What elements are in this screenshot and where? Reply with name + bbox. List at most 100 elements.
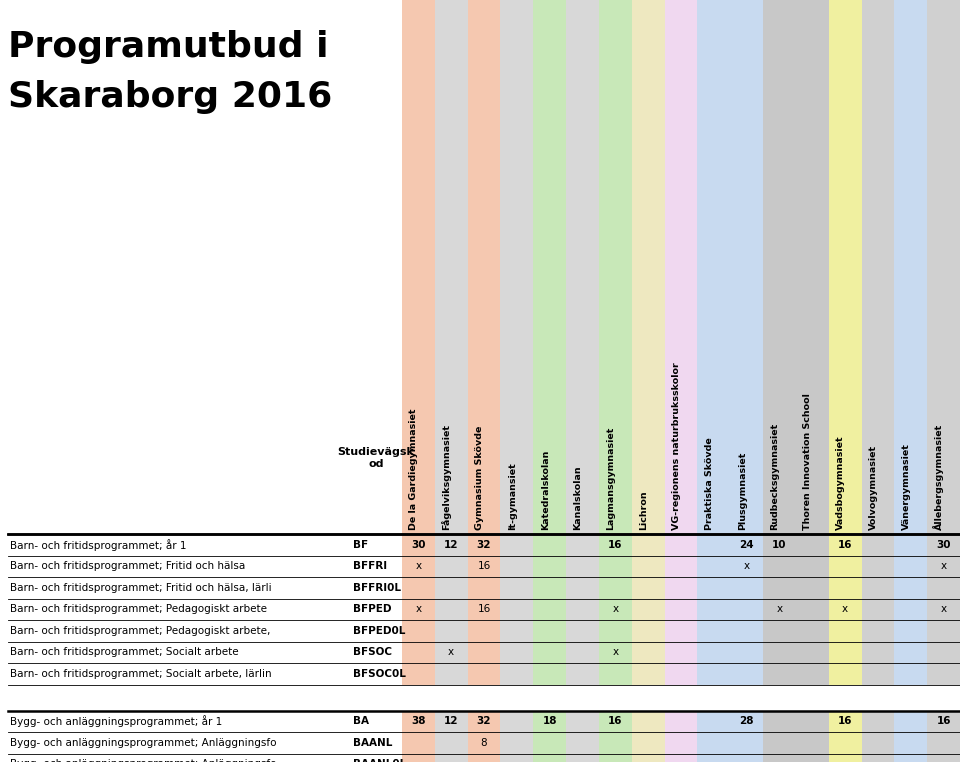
Bar xyxy=(599,555,632,577)
Bar xyxy=(500,534,534,555)
Bar xyxy=(500,0,534,534)
Text: Gymnasium Skövde: Gymnasium Skövde xyxy=(475,426,484,530)
Bar xyxy=(895,732,927,754)
Bar xyxy=(534,577,566,598)
Text: Barn- och fritidsprogrammet; Socialt arbete: Barn- och fritidsprogrammet; Socialt arb… xyxy=(10,647,239,658)
Bar xyxy=(697,598,731,620)
Bar xyxy=(632,663,664,684)
Text: 16: 16 xyxy=(608,539,623,549)
Bar xyxy=(599,598,632,620)
Bar xyxy=(895,555,927,577)
Bar xyxy=(796,598,828,620)
Text: 24: 24 xyxy=(739,539,754,549)
Bar xyxy=(828,598,861,620)
Bar xyxy=(599,754,632,762)
Bar xyxy=(697,754,731,762)
Text: 16: 16 xyxy=(477,562,491,572)
Text: 16: 16 xyxy=(838,716,852,726)
Bar xyxy=(402,534,435,555)
Bar xyxy=(828,534,861,555)
Bar xyxy=(927,534,960,555)
Bar xyxy=(927,0,960,534)
Bar xyxy=(763,620,796,642)
Bar xyxy=(468,555,500,577)
Bar xyxy=(566,663,599,684)
Text: Bygg- och anläggningsprogrammet; Anläggningsfo: Bygg- och anläggningsprogrammet; Anläggn… xyxy=(10,759,276,762)
Text: De la Gardiegymnasiet: De la Gardiegymnasiet xyxy=(409,408,419,530)
Bar xyxy=(861,663,895,684)
Bar xyxy=(763,732,796,754)
Bar xyxy=(664,577,697,598)
Text: x: x xyxy=(941,604,947,614)
Bar xyxy=(402,642,435,663)
Text: Praktiska Skövde: Praktiska Skövde xyxy=(705,437,714,530)
Bar xyxy=(895,754,927,762)
Bar xyxy=(468,577,500,598)
Bar xyxy=(861,710,895,732)
Bar xyxy=(697,0,731,534)
Text: Barn- och fritidsprogrammet; Socialt arbete, lärlin: Barn- och fritidsprogrammet; Socialt arb… xyxy=(10,669,272,679)
Bar xyxy=(566,598,599,620)
Bar xyxy=(435,663,468,684)
Bar xyxy=(861,732,895,754)
Text: 16: 16 xyxy=(608,716,623,726)
Bar xyxy=(632,754,664,762)
Text: Barn- och fritidsprogrammet; Fritid och hälsa, lärli: Barn- och fritidsprogrammet; Fritid och … xyxy=(10,583,272,593)
Bar xyxy=(468,710,500,732)
Bar xyxy=(435,577,468,598)
Bar xyxy=(566,577,599,598)
Text: Thoren Innovation School: Thoren Innovation School xyxy=(804,393,812,530)
Text: Rudbecksgymnasiet: Rudbecksgymnasiet xyxy=(771,423,780,530)
Bar xyxy=(828,555,861,577)
Bar xyxy=(796,710,828,732)
Bar xyxy=(435,620,468,642)
Bar xyxy=(828,620,861,642)
Bar xyxy=(763,577,796,598)
Bar xyxy=(895,620,927,642)
Text: Lichron: Lichron xyxy=(639,491,648,530)
Bar xyxy=(861,534,895,555)
Bar xyxy=(796,642,828,663)
Bar xyxy=(664,598,697,620)
Bar xyxy=(500,620,534,642)
Bar xyxy=(468,732,500,754)
Bar xyxy=(534,642,566,663)
Bar xyxy=(697,555,731,577)
Text: Barn- och fritidsprogrammet; Pedagogiskt arbete,: Barn- och fritidsprogrammet; Pedagogiskt… xyxy=(10,626,271,636)
Bar xyxy=(763,642,796,663)
Text: Plusgymnasiet: Plusgymnasiet xyxy=(737,452,747,530)
Bar xyxy=(500,663,534,684)
Bar xyxy=(402,577,435,598)
Bar xyxy=(468,620,500,642)
Bar xyxy=(927,577,960,598)
Bar xyxy=(927,598,960,620)
Bar xyxy=(632,642,664,663)
Bar xyxy=(599,0,632,534)
Bar xyxy=(468,754,500,762)
Bar xyxy=(697,710,731,732)
Text: 8: 8 xyxy=(481,738,488,748)
Text: Programutbud i: Programutbud i xyxy=(8,30,328,64)
Bar xyxy=(500,598,534,620)
Bar xyxy=(632,620,664,642)
Bar xyxy=(731,555,763,577)
Bar xyxy=(534,598,566,620)
Bar xyxy=(895,642,927,663)
Text: BF: BF xyxy=(353,539,368,549)
Bar xyxy=(566,642,599,663)
Text: Bygg- och anläggningsprogrammet; år 1: Bygg- och anläggningsprogrammet; år 1 xyxy=(10,716,223,727)
Bar xyxy=(534,732,566,754)
Bar xyxy=(927,732,960,754)
Bar xyxy=(763,598,796,620)
Bar xyxy=(895,598,927,620)
Text: Katedralskolan: Katedralskolan xyxy=(540,450,550,530)
Bar xyxy=(895,0,927,534)
Text: BFSOC: BFSOC xyxy=(353,647,392,658)
Bar xyxy=(566,754,599,762)
Bar xyxy=(566,534,599,555)
Bar xyxy=(534,754,566,762)
Text: x: x xyxy=(777,604,782,614)
Text: Bygg- och anläggningsprogrammet; Anläggningsfo: Bygg- och anläggningsprogrammet; Anläggn… xyxy=(10,738,276,748)
Bar xyxy=(828,0,861,534)
Bar xyxy=(664,0,697,534)
